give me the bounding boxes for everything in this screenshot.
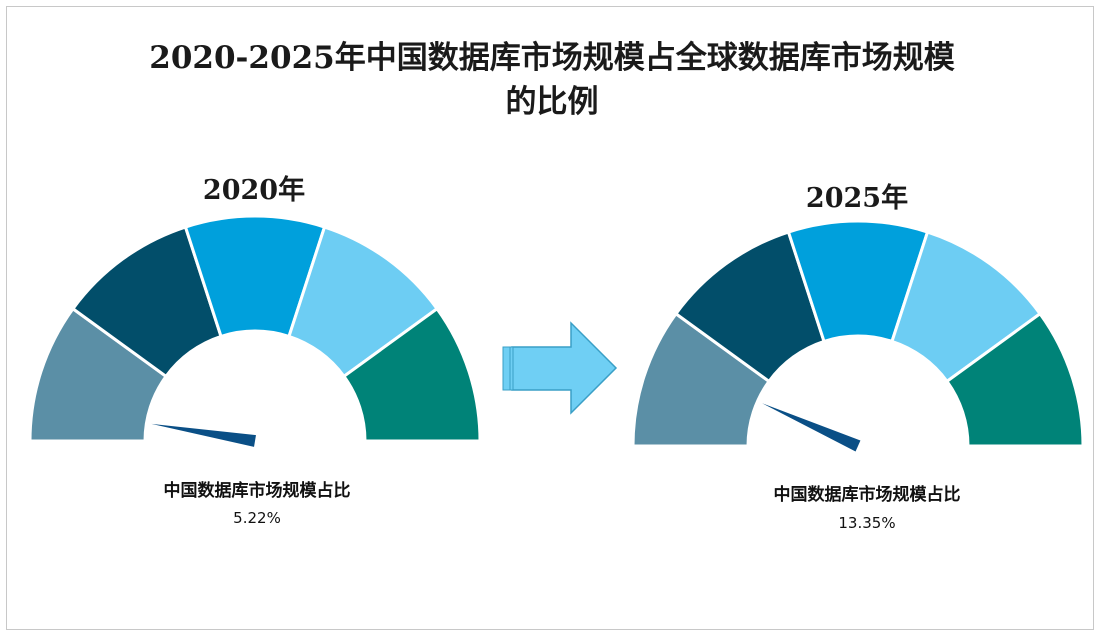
gauge-2025-value: 13.35% — [838, 514, 896, 532]
transition-arrow-icon — [511, 321, 618, 415]
chart-title-line2: 的比例 — [505, 84, 599, 120]
gauge-2025-label: 中国数据库市场规模占比 — [773, 485, 961, 505]
gauge-0-needle — [151, 423, 256, 447]
chart-title-line1: 2020-2025年中国数据库市场规模占全球数据库市场规模 — [149, 40, 955, 76]
gauge-2020-title: 2020年 — [202, 175, 306, 206]
gauge-2020-value: 5.22% — [233, 509, 281, 527]
gauge-1-needle — [762, 403, 861, 452]
gauge-2025-title: 2025年 — [805, 183, 909, 214]
gauge-1-segment-5 — [944, 311, 1085, 448]
chart-title: 2020-2025年中国数据库市场规模占全球数据库市场规模 的比例 — [0, 36, 1104, 124]
gauge-2020-label: 中国数据库市场规模占比 — [163, 481, 351, 501]
arrow-tail-stripe-1 — [502, 346, 511, 391]
gauge-0-segment-5 — [341, 306, 482, 443]
arrow-tail-stripe-2 — [509, 346, 514, 391]
